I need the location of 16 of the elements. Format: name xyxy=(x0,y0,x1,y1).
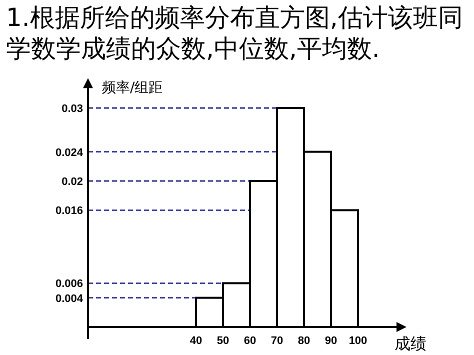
y-tick-label: 0.006 xyxy=(55,278,83,290)
y-tick-label: 0.004 xyxy=(55,292,84,305)
x-tick-label: 60 xyxy=(244,335,256,347)
y-tick-label: 0.024 xyxy=(55,146,84,159)
y-tick-label: 0.03 xyxy=(62,103,83,115)
x-tick-label: 70 xyxy=(270,335,284,347)
x-tick-label: 80 xyxy=(298,335,310,347)
x-axis-title: 成绩 xyxy=(394,334,426,353)
chart-title: 1.根据所给的频率分布直方图,估计该班同学数学成绩的众数,中位数,平均数. xyxy=(6,2,464,64)
y-axis-title: 频率/组距 xyxy=(102,80,163,96)
y-tick-label: 0.016 xyxy=(55,205,83,218)
x-tick-label: 50 xyxy=(216,335,230,347)
x-tick-label: 40 xyxy=(190,335,202,347)
x-tick-label: 100 xyxy=(348,335,368,347)
y-tick-label: 0.02 xyxy=(62,176,83,188)
x-tick-label: 90 xyxy=(324,335,338,347)
